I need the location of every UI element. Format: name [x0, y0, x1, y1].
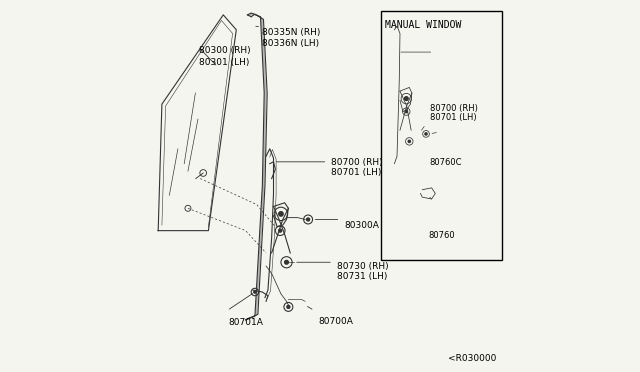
Circle shape: [307, 218, 310, 221]
Text: 80700A: 80700A: [318, 317, 353, 326]
Text: 80701A: 80701A: [229, 318, 264, 327]
Text: 80335N (RH): 80335N (RH): [262, 28, 321, 37]
Text: MANUAL WINDOW: MANUAL WINDOW: [385, 20, 461, 31]
Text: 80300 (RH): 80300 (RH): [199, 46, 251, 55]
Circle shape: [404, 97, 408, 100]
Circle shape: [278, 229, 282, 232]
Text: 80300A: 80300A: [344, 221, 379, 230]
Circle shape: [278, 212, 283, 216]
Bar: [381, 11, 502, 260]
Circle shape: [254, 291, 256, 293]
Circle shape: [405, 110, 408, 113]
Text: <R030000: <R030000: [449, 354, 497, 363]
Text: 80760C: 80760C: [429, 158, 462, 167]
Text: 80731 (LH): 80731 (LH): [337, 272, 387, 281]
Text: 80730 (RH): 80730 (RH): [337, 262, 388, 271]
Text: 80700 (RH): 80700 (RH): [331, 158, 383, 167]
Circle shape: [285, 260, 289, 264]
Text: 80701 (LH): 80701 (LH): [331, 168, 381, 177]
Circle shape: [287, 305, 290, 308]
Text: 80301 (LH): 80301 (LH): [199, 58, 250, 67]
Text: 80700 (RH): 80700 (RH): [429, 104, 477, 113]
Text: 80760: 80760: [428, 231, 454, 240]
Text: 80336N (LH): 80336N (LH): [262, 39, 319, 48]
Circle shape: [425, 133, 427, 135]
Text: 80701 (LH): 80701 (LH): [429, 113, 476, 122]
Circle shape: [408, 140, 410, 142]
